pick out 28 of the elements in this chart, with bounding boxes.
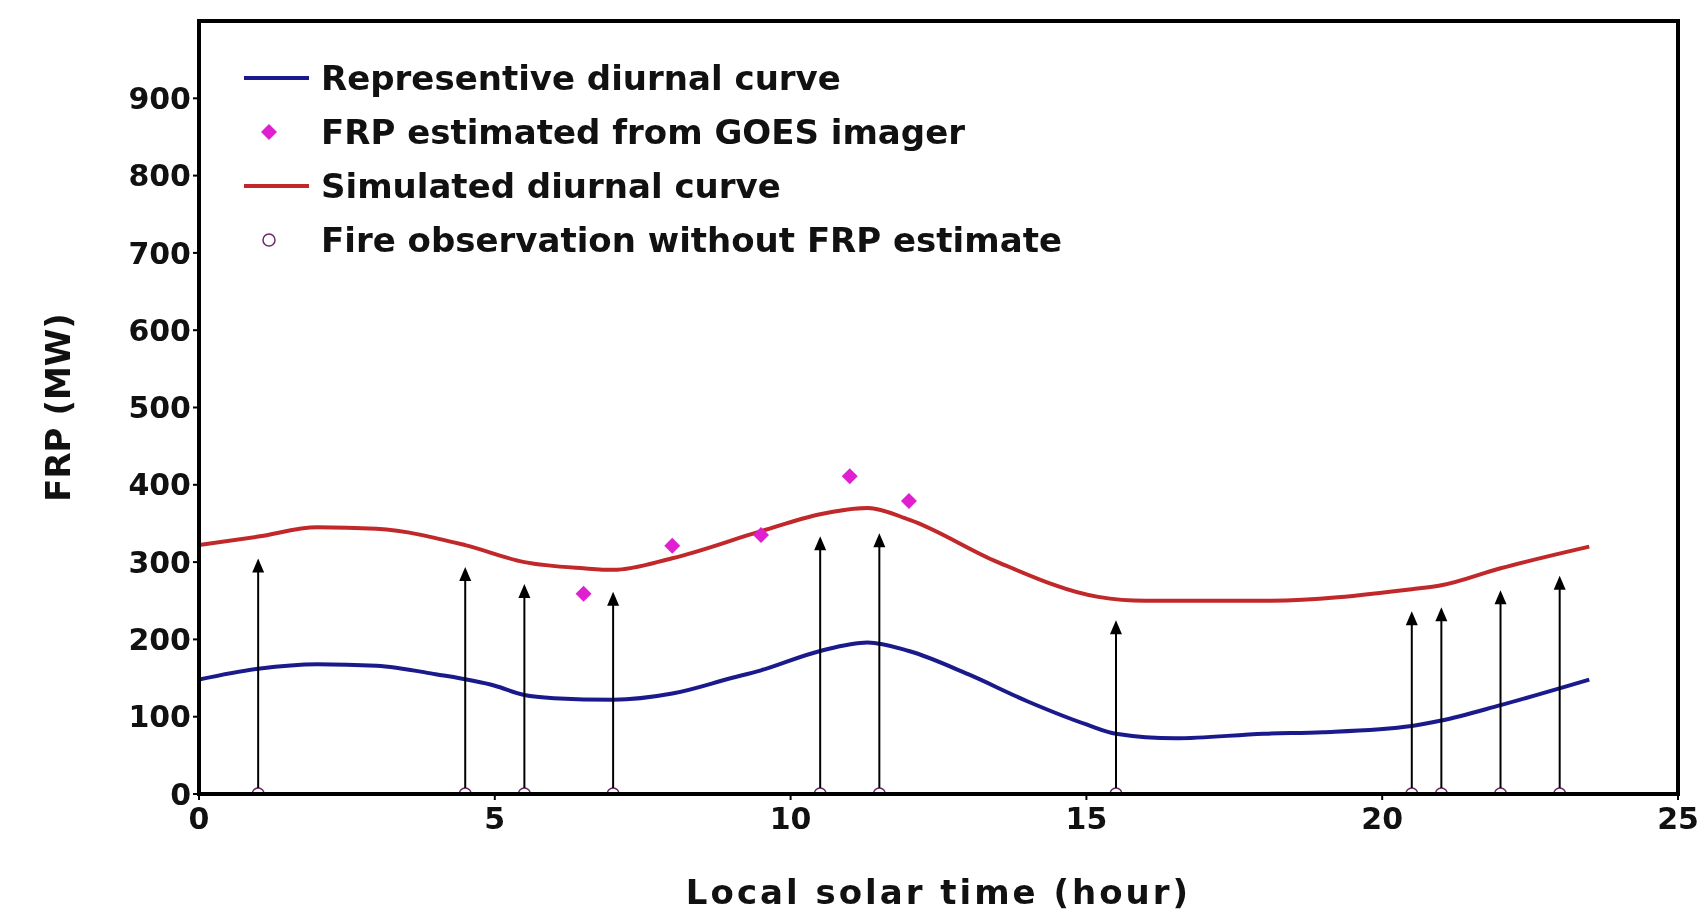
y-tick-label: 600	[128, 312, 191, 348]
y-tick-label: 0	[170, 776, 191, 812]
y-tick-label: 400	[128, 467, 191, 503]
point	[900, 493, 917, 510]
point	[753, 527, 770, 544]
y-tick-label: 200	[128, 622, 191, 658]
x-tick-label: 15	[1065, 801, 1108, 837]
x-tick-label: 25	[1657, 801, 1699, 837]
point	[841, 468, 858, 485]
line-series	[199, 640, 1592, 741]
legend-label: Representive diurnal curve	[321, 58, 841, 98]
y-tick-label: 500	[128, 390, 191, 426]
y-axis-title: FRP (MW)	[38, 313, 79, 502]
legend-label: FRP estimated from GOES imager	[321, 112, 965, 152]
x-tick-label: 20	[1361, 801, 1404, 837]
x-tick-label: 5	[484, 801, 506, 837]
y-tick-label: 100	[128, 699, 191, 735]
y-tick-label: 900	[128, 80, 191, 116]
point	[575, 585, 592, 602]
line-series	[199, 505, 1592, 603]
y-tick-label: 700	[128, 235, 191, 271]
x-tick-label: 10	[769, 801, 812, 837]
legend-label: Simulated diurnal curve	[321, 166, 781, 206]
point	[664, 537, 681, 554]
x-axis-title: Local solar time (hour)	[685, 872, 1192, 912]
y-tick-label: 300	[128, 544, 191, 580]
legend-label: Fire observation without FRP estimate	[321, 220, 1062, 260]
y-tick-label: 800	[128, 158, 191, 194]
